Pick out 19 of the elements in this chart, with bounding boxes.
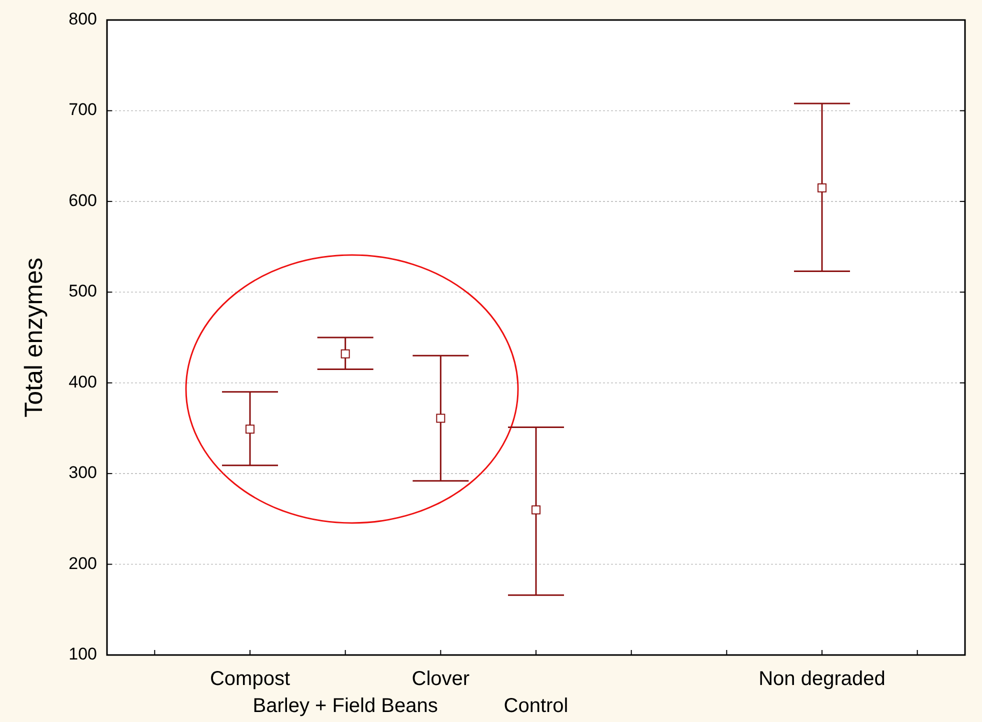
y-tick-label: 100 (68, 644, 97, 664)
y-tick-label: 200 (68, 554, 97, 573)
point (818, 183, 826, 192)
point (436, 414, 446, 423)
y-tick-label: 400 (68, 372, 97, 392)
point (532, 505, 540, 514)
y-tick-label: 700 (68, 100, 97, 120)
x-tick-label: Non degraded (758, 668, 886, 690)
y-tick-label: 600 (68, 190, 97, 210)
point (246, 424, 254, 434)
x-tick-label: Clover (412, 668, 470, 690)
y-axis-title: Total enzymes (20, 258, 48, 418)
y-tick-label: 300 (68, 463, 97, 482)
point (340, 349, 350, 358)
y-tick-label: 500 (68, 282, 97, 301)
y-tick-label: 800 (68, 9, 97, 28)
x-tick-label: Compost (210, 668, 290, 690)
x-tick-label: Barley + Field Beans (252, 695, 438, 717)
x-tick-label: Control (504, 695, 568, 717)
